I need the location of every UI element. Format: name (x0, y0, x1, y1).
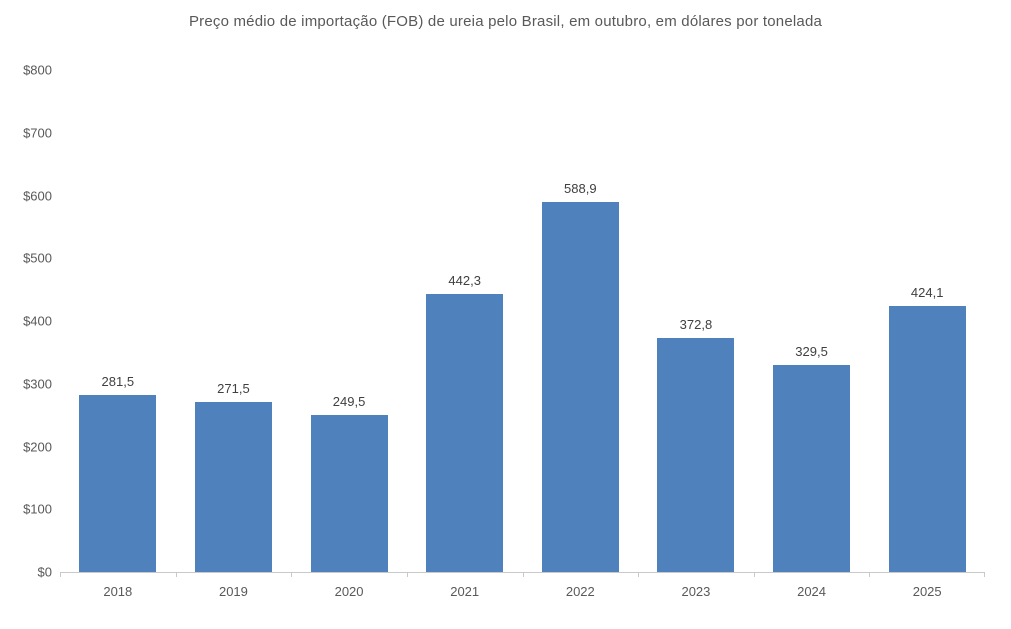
y-tick-label: $600 (23, 188, 52, 203)
bar-2018: 281,5 (79, 374, 157, 572)
x-axis-tick (638, 572, 640, 577)
bar-slot: 329,5 (754, 70, 870, 572)
bar-2022: 588,9 (541, 181, 619, 572)
bar-slot: 271,5 (176, 70, 292, 572)
x-axis-tick (753, 572, 755, 577)
x-tick-label-2025: 2025 (912, 584, 942, 599)
x-axis-tick (291, 572, 293, 577)
plot-area: 281,5 271,5 249,5 442,3 588,9 372,8 329,5 424,1 (60, 70, 985, 577)
y-tick-label: $500 (23, 250, 52, 266)
x-axis-tick (984, 572, 985, 577)
bar-value-label: 271,5 (217, 380, 250, 396)
x-tick-label-2024: 2024 (797, 584, 827, 599)
y-tick-label: $800 (23, 62, 52, 78)
bar-2020: 249,5 (310, 394, 388, 572)
y-tick-label: $700 (23, 125, 52, 141)
bar-slot: 281,5 (60, 70, 176, 572)
x-axis-tick (522, 572, 524, 577)
x-axis-tick (175, 572, 177, 577)
bar-value-label: 588,9 (564, 181, 597, 197)
bar-2023: 372,8 (657, 317, 735, 572)
y-tick-label: $400 (23, 313, 52, 329)
x-axis-tick (869, 572, 871, 577)
bar-slot: 588,9 (523, 70, 639, 572)
y-tick-label: $0 (37, 564, 52, 580)
bar-slot: 424,1 (869, 70, 985, 572)
x-tick-label-2020: 2020 (334, 584, 364, 599)
chart-title: Preço médio de importação (FOB) de ureia… (188, 13, 823, 30)
bar-2019: 271,5 (194, 381, 272, 572)
bar-value-label: 281,5 (101, 374, 135, 390)
bar-2025: 424,1 (888, 285, 966, 572)
bar-slot: 249,5 (291, 70, 407, 572)
bar-value-label: 372,8 (679, 317, 713, 333)
x-axis-tick (406, 572, 408, 577)
y-tick-label: $200 (23, 439, 52, 454)
x-tick-label-2023: 2023 (681, 584, 711, 599)
x-tick-label-2018: 2018 (103, 584, 133, 599)
bar-value-label: 424,1 (910, 284, 944, 300)
y-tick-label: $300 (23, 376, 52, 392)
bar-slot: 442,3 (407, 70, 523, 572)
bar-slot: 372,8 (638, 70, 754, 572)
x-tick-label-2019: 2019 (218, 584, 248, 599)
bar-value-label: 249,5 (332, 394, 366, 410)
y-axis: $0 $100 $200 $300 $400 $500 $600 $700 $800 (0, 0, 52, 629)
x-axis-labels: 2018 2019 2020 2021 2022 2023 2024 2025 (60, 572, 985, 612)
y-tick-label: $100 (23, 501, 52, 517)
bar-2024: 329,5 (773, 344, 851, 572)
x-tick-label-2022: 2022 (565, 584, 595, 599)
bar-value-label: 442,3 (448, 273, 481, 289)
x-axis-tick (60, 572, 61, 577)
bar-value-label: 329,5 (795, 344, 828, 360)
x-tick-label-2021: 2021 (450, 584, 480, 599)
bar-2021: 442,3 (426, 273, 504, 572)
